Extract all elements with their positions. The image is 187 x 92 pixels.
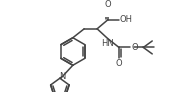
Text: O: O bbox=[104, 0, 111, 9]
Text: O: O bbox=[116, 59, 122, 68]
Text: HN: HN bbox=[101, 39, 114, 48]
Text: N: N bbox=[59, 72, 65, 81]
Text: OH: OH bbox=[120, 15, 133, 24]
Text: O: O bbox=[131, 43, 138, 52]
